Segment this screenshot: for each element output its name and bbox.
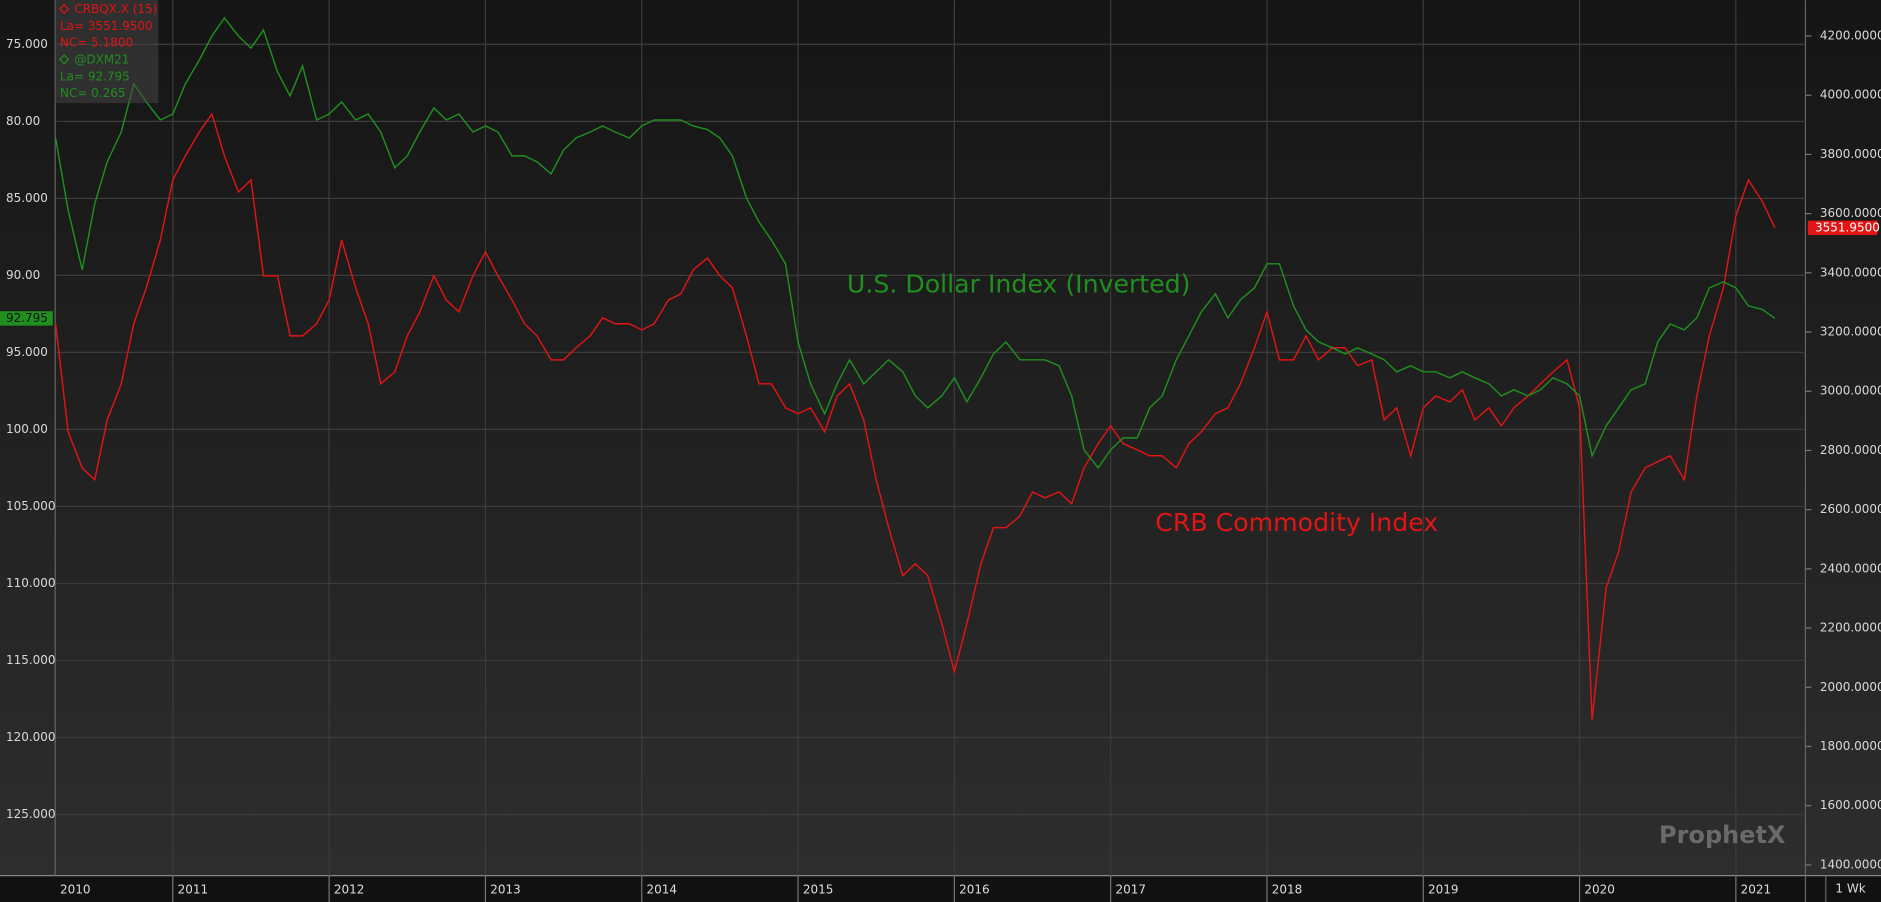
y2-tick-label: 3200.0000 <box>1820 325 1881 339</box>
x-tick-label: 2010 <box>60 883 91 897</box>
y2-tick-label: 2400.0000 <box>1820 561 1881 575</box>
series-line <box>54 16 1776 469</box>
annotation: CRB Commodity Index <box>1155 508 1438 537</box>
interval-label: 1 Wk <box>1835 881 1865 895</box>
y-tick-label: 115.000 <box>6 653 56 667</box>
y2-tick-label: 4000.0000 <box>1820 88 1881 102</box>
y2-tick-label: 3000.0000 <box>1820 384 1881 398</box>
annotation: U.S. Dollar Index (Inverted) <box>847 269 1191 298</box>
y-tick-label: 125.000 <box>6 807 56 821</box>
legend-text: CRBQX.X (15) <box>74 2 157 16</box>
y2-tick-label: 1600.0000 <box>1820 798 1881 812</box>
y2-tick-label: 3400.0000 <box>1820 265 1881 279</box>
x-tick-label: 2015 <box>803 883 834 897</box>
last-value-label: 92.795 <box>6 311 48 325</box>
plot <box>54 16 1776 720</box>
x-tick-label: 2013 <box>490 883 521 897</box>
legend-text: La= 3551.9500 <box>60 19 153 33</box>
legend-marker <box>59 3 70 15</box>
x-tick-label: 2017 <box>1115 883 1146 897</box>
y2-tick-label: 1800.0000 <box>1820 739 1881 753</box>
legend-text: @DXM21 <box>74 52 129 66</box>
y2-tick-label: 2200.0000 <box>1820 621 1881 635</box>
legend-text: NC= 5.1800 <box>60 36 133 50</box>
x-tick-label: 2020 <box>1584 883 1615 897</box>
legend-text: La= 92.795 <box>60 69 130 83</box>
y2-tick-label: 2600.0000 <box>1820 502 1881 516</box>
x-tick-label: 2011 <box>178 883 209 897</box>
y-tick-label: 100.00 <box>6 422 48 436</box>
y2-tick-label: 2000.0000 <box>1820 680 1881 694</box>
legend-box <box>55 0 159 104</box>
x-tick-label: 2014 <box>647 883 678 897</box>
y2-tick-label: 3600.0000 <box>1820 206 1881 220</box>
y-tick-label: 75.000 <box>6 37 48 51</box>
grid <box>56 0 1812 902</box>
series-line <box>54 112 1776 720</box>
y2-tick-label: 3800.0000 <box>1820 147 1881 161</box>
y2-tick-label: 2800.0000 <box>1820 443 1881 457</box>
y2-tick-label: 4200.0000 <box>1820 28 1881 42</box>
last-value-badge <box>0 311 53 326</box>
x-tick-label: 2018 <box>1272 883 1303 897</box>
x-tick-label: 2021 <box>1741 883 1772 897</box>
y-tick-label: 85.000 <box>6 191 48 205</box>
x-tick-label: 2012 <box>334 883 365 897</box>
x-tick-label: 2019 <box>1428 883 1459 897</box>
y-tick-label: 90.00 <box>6 268 40 282</box>
y2-tick-label: 1400.0000 <box>1820 857 1881 871</box>
y-tick-label: 80.00 <box>6 114 40 128</box>
y-tick-label: 105.000 <box>6 499 56 513</box>
x-axis-strip <box>0 875 1881 902</box>
x-tick-label: 2016 <box>959 883 990 897</box>
y-tick-label: 95.000 <box>6 345 48 359</box>
watermark: ProphetX <box>1659 821 1786 849</box>
legend-text: NC= 0.265 <box>60 86 126 100</box>
legend-marker <box>59 54 70 65</box>
last-value-badge <box>1807 220 1878 236</box>
last-value-label: 3551.9500 <box>1815 220 1880 234</box>
y-tick-label: 120.000 <box>6 730 56 744</box>
y-tick-label: 110.000 <box>6 576 56 590</box>
